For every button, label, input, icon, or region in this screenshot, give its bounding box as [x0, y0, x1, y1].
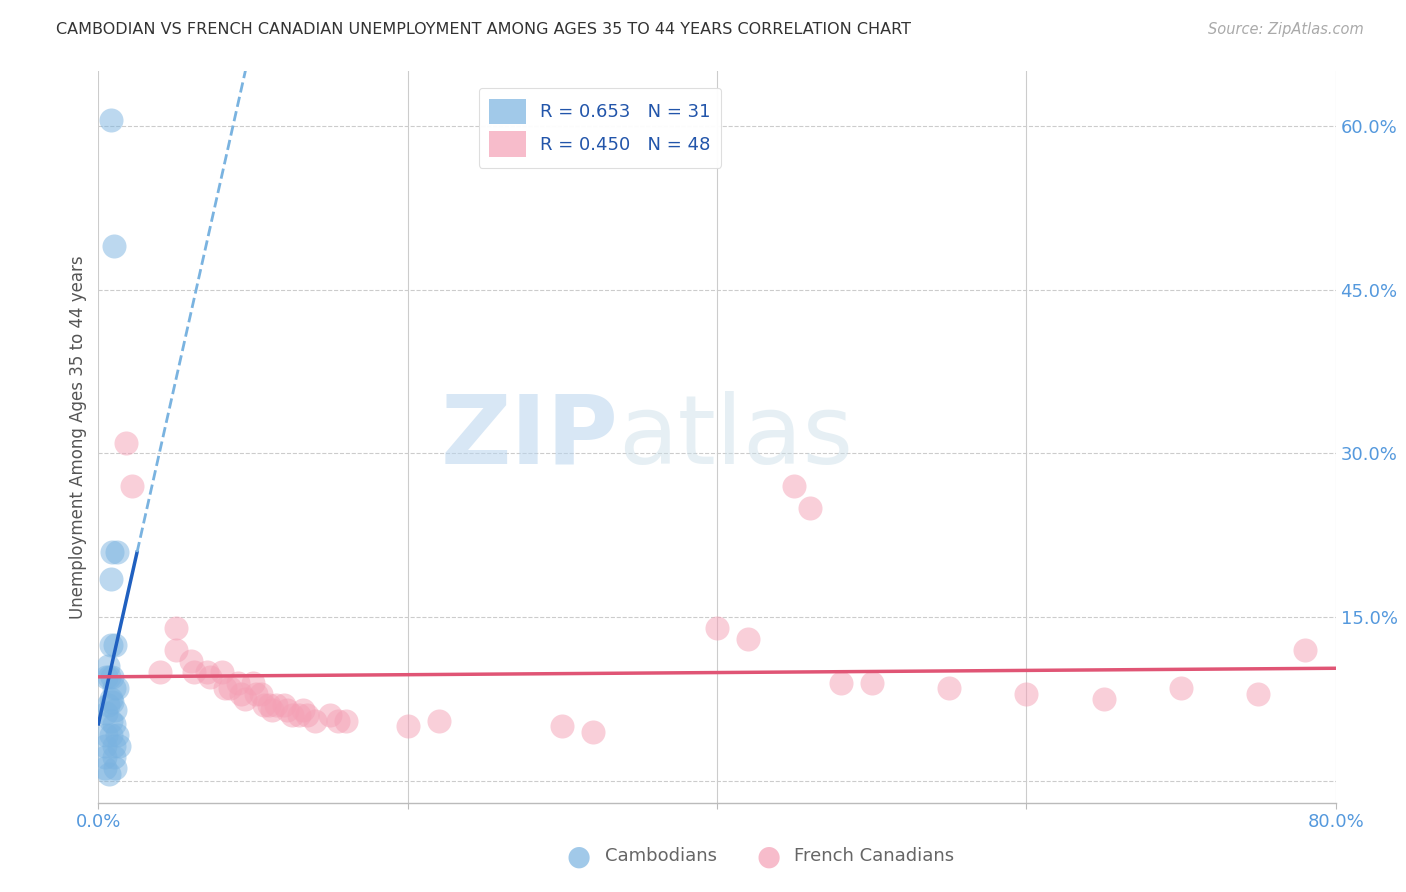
Point: [98, 767, 121, 781]
Text: Source: ZipAtlas.com: Source: ZipAtlas.com: [1208, 22, 1364, 37]
Point: [291, 703, 314, 717]
Point: [799, 501, 821, 516]
Point: [101, 695, 124, 709]
Point: [706, 621, 728, 635]
Point: [105, 728, 128, 742]
Point: [165, 643, 187, 657]
Point: [260, 703, 283, 717]
Point: [326, 714, 350, 728]
Point: [264, 698, 288, 712]
Point: [938, 681, 960, 695]
Point: [103, 239, 125, 253]
Point: [335, 714, 357, 728]
Point: [105, 681, 128, 695]
Text: ZIP: ZIP: [440, 391, 619, 483]
Point: [276, 703, 298, 717]
Point: [101, 670, 124, 684]
Point: [98, 670, 121, 684]
Point: [198, 670, 221, 684]
Point: [1247, 687, 1270, 701]
Point: [97, 698, 120, 712]
Point: [93, 739, 115, 753]
Point: [297, 708, 319, 723]
Point: [1092, 692, 1115, 706]
Point: [214, 681, 236, 695]
Point: [97, 659, 120, 673]
Point: [304, 714, 326, 728]
Point: [582, 724, 605, 739]
Point: [105, 545, 128, 559]
Text: ●: ●: [756, 842, 780, 871]
Text: CAMBODIAN VS FRENCH CANADIAN UNEMPLOYMENT AMONG AGES 35 TO 44 YEARS CORRELATION : CAMBODIAN VS FRENCH CANADIAN UNEMPLOYMEN…: [56, 22, 911, 37]
Point: [242, 675, 264, 690]
Point: [396, 719, 419, 733]
Point: [288, 708, 311, 723]
Text: ●: ●: [567, 842, 591, 871]
Point: [104, 638, 127, 652]
Point: [183, 665, 205, 679]
Point: [115, 435, 138, 450]
Point: [233, 692, 257, 706]
Point: [103, 717, 125, 731]
Y-axis label: Unemployment Among Ages 35 to 44 years: Unemployment Among Ages 35 to 44 years: [69, 255, 87, 619]
Point: [211, 665, 233, 679]
Point: [180, 654, 202, 668]
Point: [96, 728, 118, 742]
Point: [245, 687, 267, 701]
Point: [257, 698, 280, 712]
Point: [1170, 681, 1192, 695]
Point: [281, 708, 304, 723]
Point: [830, 675, 852, 690]
Point: [93, 761, 115, 775]
Point: [103, 681, 125, 695]
Point: [100, 572, 122, 586]
Point: [319, 708, 342, 723]
Point: [149, 665, 172, 679]
Point: [96, 706, 118, 721]
Point: [104, 703, 127, 717]
Point: [103, 739, 125, 753]
Point: [229, 687, 252, 701]
Point: [219, 681, 242, 695]
Point: [226, 675, 249, 690]
Point: [551, 719, 574, 733]
Point: [100, 638, 122, 652]
Point: [253, 698, 276, 712]
Point: [100, 714, 122, 728]
Point: [100, 692, 122, 706]
Point: [93, 750, 115, 764]
Point: [103, 750, 125, 764]
Text: Cambodians: Cambodians: [605, 847, 717, 865]
Point: [1294, 643, 1316, 657]
Point: [783, 479, 806, 493]
Point: [1015, 687, 1038, 701]
Text: atlas: atlas: [619, 391, 853, 483]
Point: [165, 621, 187, 635]
Text: French Canadians: French Canadians: [794, 847, 955, 865]
Point: [860, 675, 883, 690]
Legend: R = 0.653   N = 31, R = 0.450   N = 48: R = 0.653 N = 31, R = 0.450 N = 48: [478, 87, 721, 168]
Point: [737, 632, 759, 646]
Point: [104, 761, 127, 775]
Point: [100, 728, 122, 742]
Point: [427, 714, 450, 728]
Point: [250, 687, 273, 701]
Point: [195, 665, 218, 679]
Point: [100, 113, 122, 128]
Point: [273, 698, 295, 712]
Point: [121, 479, 143, 493]
Point: [107, 739, 129, 753]
Point: [96, 670, 118, 684]
Point: [101, 545, 124, 559]
